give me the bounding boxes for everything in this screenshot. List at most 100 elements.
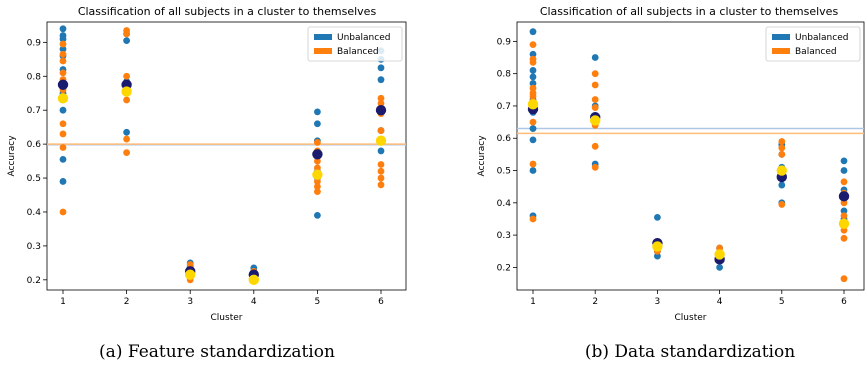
x-axis-label: Cluster	[211, 313, 243, 323]
unbalanced-point	[529, 73, 537, 81]
balanced-point	[529, 215, 537, 223]
figure-caption: (a) Feature standardization	[99, 342, 335, 362]
balanced-point	[778, 138, 786, 145]
balanced-point	[314, 188, 321, 196]
legend-swatch-unbalanced	[314, 34, 332, 40]
x-tick-label: 6	[378, 297, 384, 307]
balanced-point	[314, 157, 321, 165]
balanced-point	[778, 150, 786, 158]
y-tick-label: 0.6	[497, 134, 512, 144]
balanced-point	[591, 81, 599, 89]
y-axis-label: Accuracy	[477, 135, 487, 177]
balanced-point	[840, 212, 848, 220]
balanced-point	[529, 160, 537, 168]
balanced-point	[123, 135, 130, 143]
y-tick-label: 0.2	[497, 263, 511, 273]
balanced-point	[123, 72, 130, 80]
unbalanced-point	[314, 211, 321, 219]
balanced-point	[529, 58, 537, 66]
x-tick-label: 5	[315, 297, 321, 307]
balanced-point	[529, 92, 537, 100]
unbalanced-point	[591, 54, 599, 61]
y-tick-label: 0.6	[27, 140, 42, 150]
x-tick-label: 5	[779, 297, 785, 307]
unbalanced-point	[840, 167, 848, 174]
balanced-point	[377, 100, 385, 107]
y-tick-label: 0.5	[27, 174, 41, 184]
balanced-point	[314, 178, 321, 185]
plot-area-frame	[516, 21, 865, 291]
balanced-point	[123, 96, 130, 104]
unbalanced-point	[59, 155, 67, 163]
balanced-point	[591, 96, 599, 103]
balanced-cluster-mean	[248, 274, 259, 286]
y-tick-label: 0.3	[27, 242, 41, 252]
balanced-cluster-mean	[121, 86, 132, 97]
x-tick-label: 1	[60, 297, 66, 307]
balanced-cluster-mean	[652, 241, 663, 252]
x-tick-label: 3	[655, 297, 661, 307]
unbalanced-point	[529, 79, 537, 87]
x-tick-label: 2	[124, 297, 130, 307]
y-tick-label: 0.3	[497, 231, 511, 241]
unbalanced-point	[529, 125, 537, 132]
balanced-point	[840, 234, 848, 242]
balanced-point	[591, 142, 599, 150]
unbalanced-point	[123, 128, 130, 136]
balanced-point	[591, 163, 599, 171]
unbalanced-cluster-mean	[57, 79, 69, 90]
x-tick-label: 3	[187, 297, 193, 307]
chart-title: Classification of all subjects in a clus…	[540, 5, 839, 18]
unbalanced-point	[529, 167, 537, 174]
balanced-cluster-mean	[57, 93, 69, 104]
balanced-point	[840, 275, 848, 283]
legend-label-balanced: Balanced	[337, 47, 379, 57]
unbalanced-point	[314, 108, 321, 116]
balanced-point	[377, 167, 385, 175]
unbalanced-cluster-mean	[312, 149, 323, 160]
legend-swatch-balanced	[314, 48, 332, 54]
x-tick-label: 1	[530, 297, 536, 307]
balanced-point	[123, 30, 130, 38]
legend-swatch-balanced	[772, 48, 790, 54]
y-axis-label: Accuracy	[7, 135, 17, 177]
balanced-point	[377, 174, 385, 182]
balanced-point	[778, 144, 786, 152]
unbalanced-point	[377, 76, 385, 84]
figure-caption: (b) Data standardization	[585, 342, 795, 362]
balanced-point	[377, 181, 385, 189]
balanced-cluster-mean	[185, 269, 196, 280]
balanced-point	[59, 120, 67, 128]
x-tick-label: 4	[717, 297, 723, 307]
balanced-point	[59, 130, 67, 138]
balanced-point	[59, 208, 67, 216]
balanced-cluster-mean	[312, 169, 323, 180]
chart-panel-b: Classification of all subjects in a clus…	[477, 5, 865, 362]
unbalanced-point	[778, 181, 786, 189]
unbalanced-point	[59, 35, 67, 43]
balanced-cluster-mean	[527, 99, 539, 110]
unbalanced-point	[314, 120, 321, 128]
balanced-point	[529, 41, 537, 49]
y-tick-label: 0.5	[497, 167, 511, 177]
y-tick-label: 0.4	[497, 199, 512, 209]
unbalanced-cluster-mean	[375, 105, 387, 116]
unbalanced-point	[529, 136, 537, 144]
unbalanced-point	[654, 213, 661, 221]
unbalanced-point	[59, 25, 67, 33]
y-tick-label: 0.8	[27, 72, 42, 82]
plot-area-frame	[46, 21, 407, 291]
balanced-cluster-mean	[590, 115, 601, 126]
legend-label-balanced: Balanced	[795, 47, 837, 57]
unbalanced-point	[529, 67, 537, 74]
balanced-point	[840, 178, 848, 186]
y-tick-label: 0.4	[27, 208, 42, 218]
legend-label-unbalanced: Unbalanced	[337, 33, 390, 43]
y-tick-label: 0.8	[497, 70, 512, 80]
chart-panel-a: Classification of all subjects in a clus…	[7, 5, 407, 362]
balanced-point	[59, 50, 67, 58]
balanced-point	[591, 70, 599, 78]
unbalanced-point	[654, 252, 661, 260]
balanced-point	[59, 40, 67, 48]
